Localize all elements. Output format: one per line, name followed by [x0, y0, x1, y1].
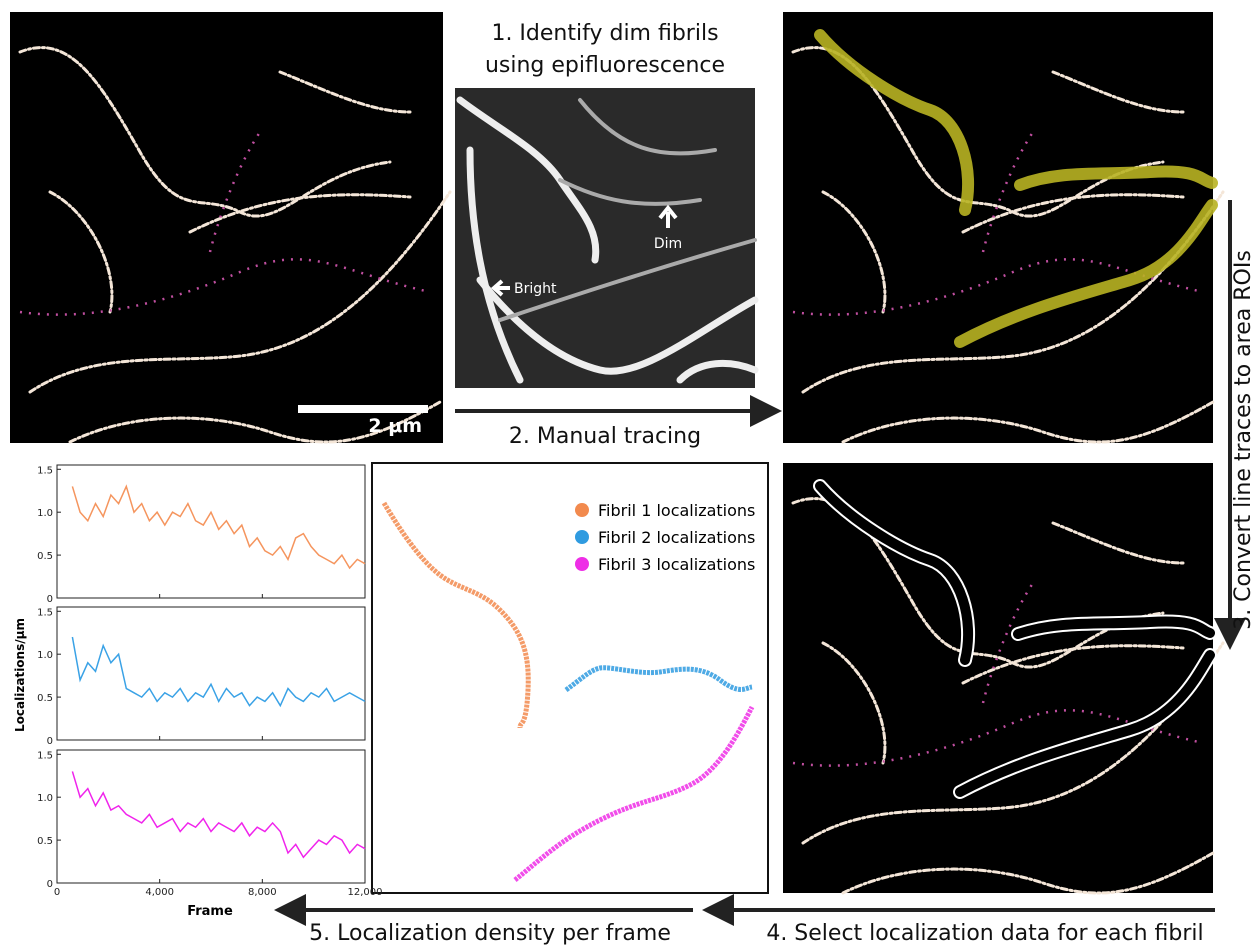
step4-label: 4. Select localization data for each fib… — [766, 921, 1203, 946]
plot-frame — [57, 607, 365, 740]
y-tick-label: 1.5 — [37, 465, 53, 476]
y-tick-label: 1.0 — [37, 793, 53, 804]
legend-swatch — [575, 503, 589, 517]
y-tick-label: 1.5 — [37, 607, 53, 618]
plot-frame — [57, 750, 365, 883]
legend-swatch — [575, 557, 589, 571]
legend-label: Fibril 1 localizations — [598, 501, 755, 520]
legend-label: Fibril 2 localizations — [598, 528, 755, 547]
y-tick-label: 0.5 — [37, 693, 53, 704]
y-tick-label: 1.5 — [37, 750, 53, 761]
roi-image — [783, 463, 1213, 893]
plot-frame — [57, 465, 365, 598]
y-tick-label: 0.5 — [37, 551, 53, 562]
step3-label: 3. Convert line traces to area ROIs — [1231, 250, 1256, 630]
page: 2 μm 1. Identify dim fibrils using epifl… — [0, 0, 1259, 947]
y-tick-label: 0 — [47, 736, 53, 747]
x-tick-label: 0 — [54, 887, 60, 898]
dim-label: Dim — [654, 236, 682, 252]
legend-swatch — [575, 530, 589, 544]
y-tick-label: 1.0 — [37, 508, 53, 519]
bright-label: Bright — [514, 281, 557, 297]
traced-image — [783, 12, 1213, 443]
legend-label: Fibril 3 localizations — [598, 555, 755, 574]
y-tick-label: 1.0 — [37, 650, 53, 661]
y-tick-label: 0.5 — [37, 836, 53, 847]
x-tick-label: 12,000 — [348, 887, 383, 898]
y-tick-label: 0 — [47, 879, 53, 890]
y-tick-label: 0 — [47, 594, 53, 605]
x-axis-label: Frame — [187, 904, 233, 919]
step1-line: using epifluorescence — [485, 53, 725, 78]
y-axis-label: Localizations/μm — [13, 618, 27, 732]
x-tick-label: 4,000 — [145, 887, 174, 898]
step1-line: 1. Identify dim fibrils — [491, 21, 718, 46]
scale-label: 2 μm — [368, 415, 422, 437]
figure: 2 μm 1. Identify dim fibrils using epifl… — [0, 0, 1259, 947]
scale-bar — [298, 405, 428, 413]
x-tick-label: 8,000 — [248, 887, 277, 898]
step5-label: 5. Localization density per frame — [309, 921, 671, 946]
density-plots: 0 0.5 1.0 1.5 0 0.5 1.0 1.5 0 0.5 1.0 1.5 0 4,000 8,00… — [37, 465, 382, 898]
legend: Fibril 1 localizations Fibril 2 localizat… — [575, 501, 755, 574]
storm-image — [10, 12, 443, 443]
step2-label: 2. Manual tracing — [509, 424, 701, 449]
